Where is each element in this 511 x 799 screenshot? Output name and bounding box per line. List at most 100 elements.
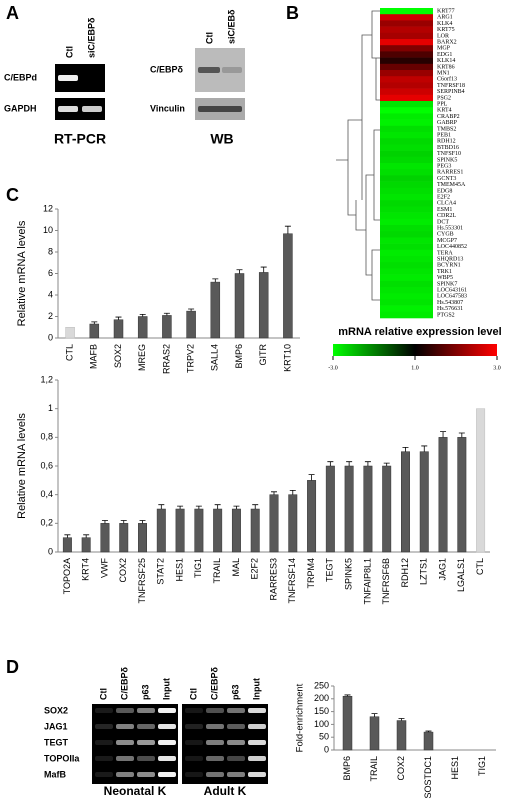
bar [100, 523, 110, 553]
panel-label: C [6, 185, 19, 205]
heat-cell [380, 14, 433, 21]
gene-label: TNFSF10 [437, 151, 461, 157]
x-tick-label: LZTS1 [419, 558, 429, 585]
error-bar [233, 505, 240, 509]
gene-label: CLCA4 [437, 201, 456, 207]
gel-band [248, 756, 266, 761]
gene-label: TERA [437, 250, 453, 256]
gene-label: MGP [437, 46, 451, 52]
colorbar-tick-label: 1.0 [411, 365, 419, 371]
heat-cell [380, 113, 433, 120]
bar [62, 537, 72, 553]
y-axis-label: Fold-enrichment [295, 683, 306, 752]
lane-label: C/EBPδ [209, 666, 219, 700]
error-bar [188, 308, 195, 312]
lane-label: Ctl [188, 688, 198, 700]
y-tick-label: 50 [319, 732, 329, 742]
heat-cell [380, 268, 433, 275]
bar [288, 494, 298, 553]
row-label: TEGT [44, 737, 69, 747]
error-bar [421, 445, 428, 452]
gel-band [116, 756, 134, 761]
dendrogram [336, 10, 380, 301]
heat-cell [380, 107, 433, 114]
gene-label: KLK14 [437, 58, 455, 64]
lane-label: siC/EBPδ [86, 17, 96, 58]
y-axis-label: Relative mRNA levels [16, 220, 28, 326]
heat-cell [380, 20, 433, 27]
gel-band [158, 708, 176, 713]
gene-label: GABRP [437, 120, 458, 126]
gel-band [116, 740, 134, 745]
panel-label: A [6, 3, 19, 23]
y-tick-label: 200 [314, 693, 329, 703]
gel-band [95, 724, 113, 729]
bar [250, 508, 260, 553]
gene-label: C6orf13 [437, 76, 457, 83]
gene-label: BTBD16 [437, 145, 459, 151]
y-tick-label: 150 [314, 706, 329, 716]
x-tick-label: COX2 [118, 558, 128, 583]
gel-band [137, 756, 155, 761]
bar [396, 720, 407, 751]
gel-band [116, 708, 134, 713]
caption: RT-PCR [54, 131, 106, 147]
heat-cell [380, 156, 433, 164]
error-bar [177, 505, 184, 509]
gene-label: PSG2 [437, 95, 451, 101]
error-bar [236, 269, 243, 274]
bar [210, 281, 221, 339]
gel-band [227, 756, 245, 761]
y-tick-label: 12 [43, 203, 53, 213]
gene-label: E2F2 [437, 194, 450, 200]
bar [342, 695, 353, 751]
heat-cell [380, 45, 433, 52]
bar [401, 451, 410, 553]
x-tick-label: COX2 [396, 756, 406, 781]
row-label: GAPDH [4, 103, 37, 113]
error-bar [260, 266, 267, 273]
gel-band [137, 740, 155, 745]
gene-label: ESM1 [437, 207, 452, 213]
colorbar-tick-label: -3.0 [328, 365, 338, 371]
gel-band [58, 75, 78, 81]
x-tick-label: CTL [64, 344, 74, 361]
lane-label: Input [251, 678, 261, 700]
y-tick-label: 8 [48, 246, 53, 256]
bar [307, 480, 317, 553]
error-bar [308, 474, 315, 481]
gene-label: KRT86 [437, 64, 455, 70]
colorbar [333, 344, 497, 356]
gel-band [227, 740, 245, 745]
gene-label: BCYRN1 [437, 263, 461, 269]
gene-label: SERPINB4 [437, 89, 465, 95]
gene-label: Hs.576631 [437, 306, 463, 312]
error-bar [327, 461, 334, 466]
bar [419, 451, 429, 553]
gene-label: TMBS2 [437, 126, 456, 132]
gene-label: BARX2 [437, 39, 457, 45]
bar [138, 523, 147, 553]
bar [175, 508, 185, 553]
x-tick-label: TEGT [325, 557, 335, 582]
y-tick-label: 2 [48, 311, 53, 321]
gel-band [185, 724, 203, 729]
heat-cell [380, 144, 433, 151]
heat-cell [380, 194, 433, 201]
bar [382, 465, 392, 553]
lane-label: Ctl [64, 46, 74, 58]
gene-label: RARRES1 [437, 170, 463, 176]
heat-cell [380, 231, 433, 238]
heat-cell [380, 225, 433, 232]
heat-cell [380, 63, 433, 71]
x-tick-label: MREG [137, 344, 147, 371]
gel-band [95, 740, 113, 745]
x-tick-label: TRAIL [369, 756, 379, 782]
gel-band [227, 724, 245, 729]
y-tick-label: 0,6 [40, 460, 53, 470]
heat-cell [380, 132, 433, 139]
error-bar [271, 491, 277, 495]
bar [65, 327, 75, 339]
error-bar [440, 431, 447, 438]
